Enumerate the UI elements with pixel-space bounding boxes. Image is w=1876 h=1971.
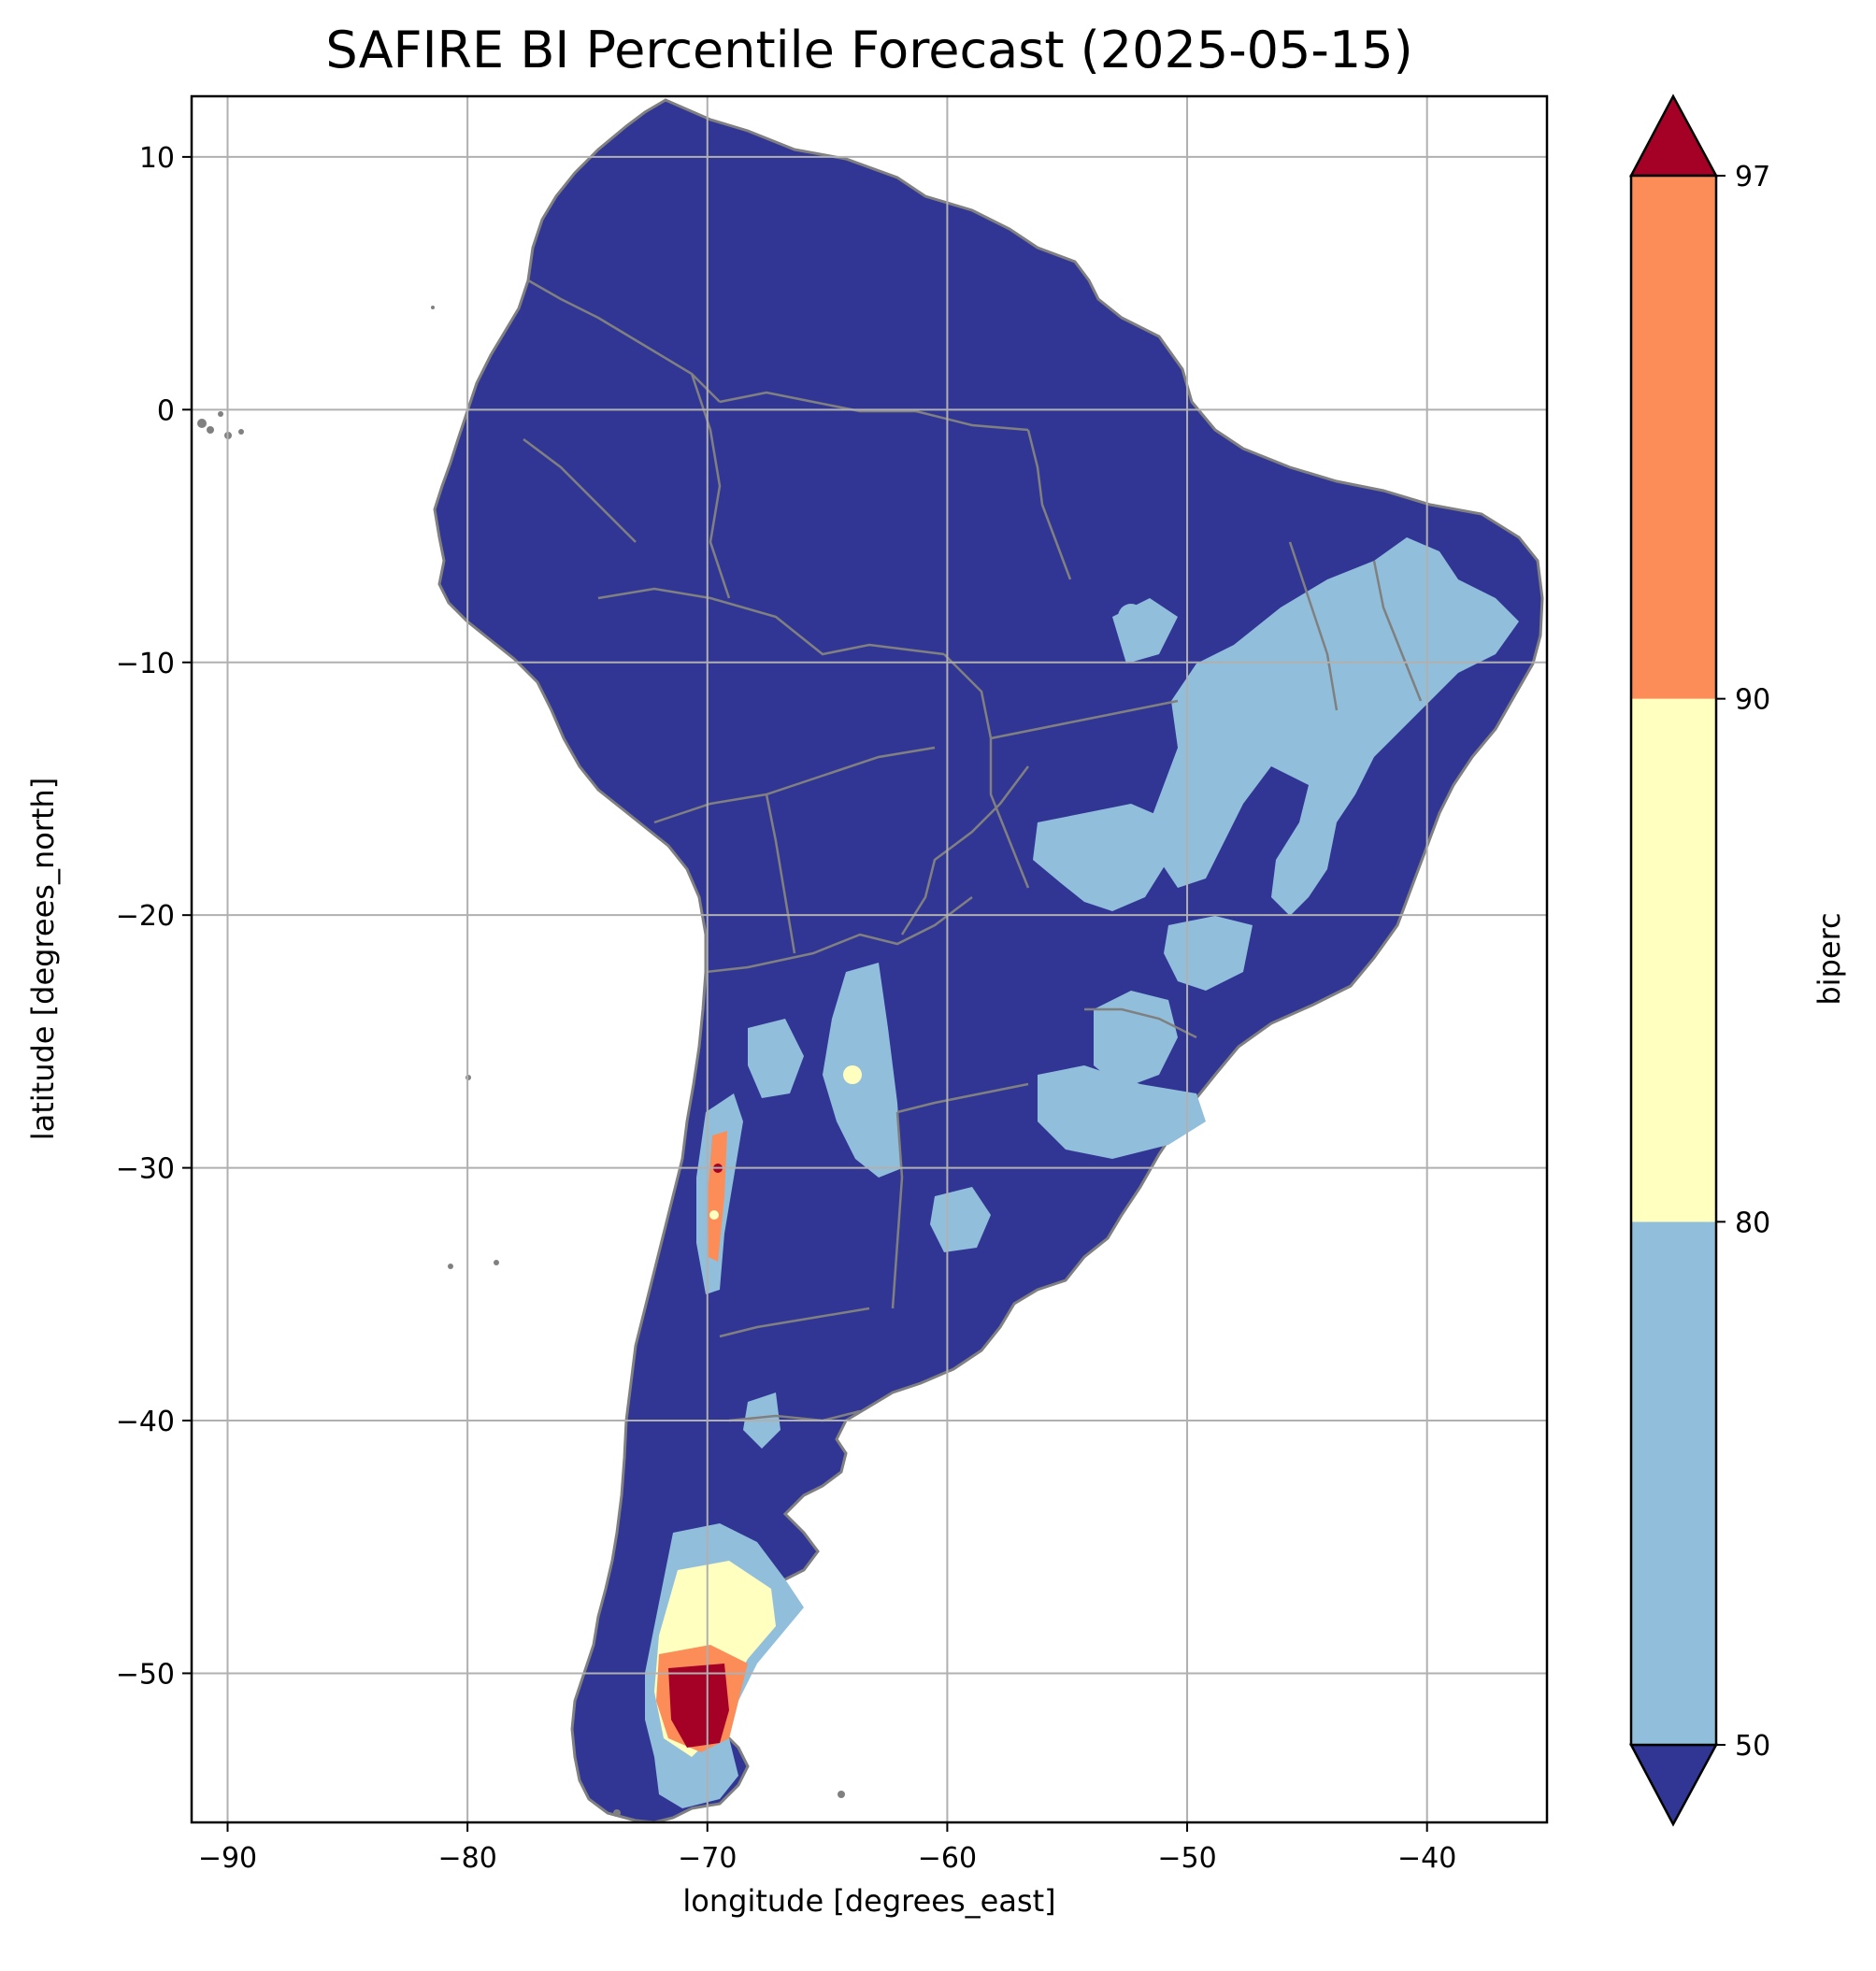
- political-borders: [523, 279, 1423, 1422]
- y-tick-label: 0: [157, 394, 175, 427]
- colorbar-segments: [1631, 176, 1716, 1745]
- colorbar-tick-label: 50: [1735, 1730, 1770, 1763]
- x-tick-label: −90: [198, 1842, 257, 1875]
- colorbar-ticks: 50 80 90 97: [1716, 161, 1770, 1763]
- map-title: SAFIRE BI Percentile Forecast (2025-05-1…: [325, 21, 1413, 79]
- colorbar-under-arrow: [1628, 1743, 1719, 1827]
- x-tick-label: −40: [1397, 1842, 1456, 1875]
- colorbar-segment: [1631, 176, 1716, 699]
- grid-lines: [192, 96, 1547, 1822]
- y-tick-label: −30: [116, 1153, 175, 1186]
- region-central-brazil: [1033, 804, 1253, 991]
- axes-frame: [190, 94, 1549, 1824]
- colorbar-segment: [1631, 698, 1716, 1222]
- region-northwest-argentina: [748, 963, 902, 1178]
- y-axis-label: latitude [degrees_north]: [25, 778, 61, 1141]
- colorbar-frame: [1629, 174, 1718, 1747]
- y-tick-label: −10: [116, 648, 175, 680]
- region-southern-brazil: [930, 991, 1206, 1252]
- x-tick-label: −70: [678, 1842, 737, 1875]
- y-tick-label: −50: [116, 1658, 175, 1691]
- south-america-land: [433, 98, 1544, 1822]
- colorbar-label: biperc: [1812, 912, 1847, 1005]
- region-southern-patagonia: [645, 1523, 804, 1808]
- map-area[interactable]: [192, 96, 1547, 1822]
- x-tick-label: −80: [437, 1842, 496, 1875]
- colorbar-segment: [1631, 1221, 1716, 1745]
- y-axis-ticks: 10 0 −10 −20 −30 −40 −50: [116, 142, 192, 1691]
- x-tick-label: −50: [1157, 1842, 1216, 1875]
- colorbar-tick-label: 80: [1735, 1207, 1770, 1239]
- y-tick-label: −20: [116, 900, 175, 933]
- x-axis-label: longitude [degrees_east]: [682, 1883, 1055, 1919]
- islands: [197, 306, 845, 1817]
- y-tick-label: 10: [139, 142, 175, 175]
- colorbar-tick-label: 90: [1735, 684, 1770, 717]
- colorbar-over-arrow: [1628, 93, 1719, 178]
- x-axis-ticks: −90 −80 −70 −60 −50 −40: [198, 1822, 1456, 1875]
- colorbar: 50 80 90 97 biperc: [1628, 93, 1847, 1827]
- x-tick-label: −60: [918, 1842, 977, 1875]
- colorbar-tick-label: 97: [1735, 161, 1770, 193]
- y-tick-label: −40: [116, 1406, 175, 1438]
